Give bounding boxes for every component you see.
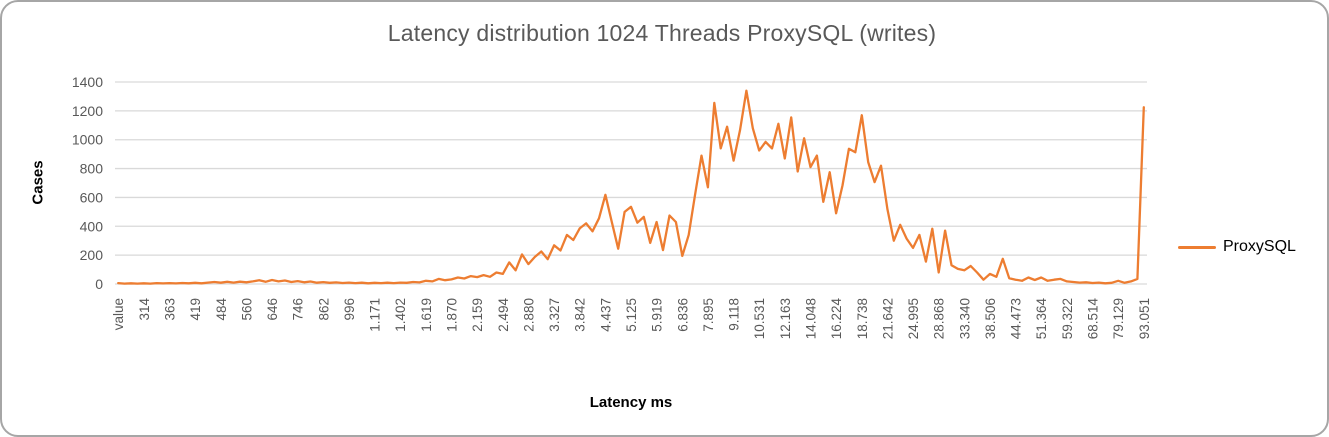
x-tick-label: 9.118 bbox=[727, 298, 742, 331]
x-tick-label: 38.506 bbox=[983, 298, 998, 339]
x-tick-label: 10.531 bbox=[752, 298, 767, 339]
x-tick-label: 16.224 bbox=[829, 298, 844, 340]
x-tick-label: 862 bbox=[316, 298, 331, 321]
x-tick-label: 7.895 bbox=[701, 298, 716, 332]
x-tick-label: 419 bbox=[188, 298, 203, 321]
legend: ProxySQL bbox=[1178, 238, 1296, 256]
y-tick-label: 0 bbox=[95, 276, 103, 292]
y-tick-label: 200 bbox=[80, 247, 104, 263]
x-tick-label: 1.402 bbox=[393, 298, 408, 332]
x-tick-label: 21.642 bbox=[880, 298, 895, 339]
x-tick-label: 12.163 bbox=[778, 298, 793, 339]
x-tick-label: 24.995 bbox=[906, 298, 921, 339]
x-tick-label: 2.880 bbox=[521, 298, 536, 332]
x-tick-label: 2.494 bbox=[496, 298, 511, 332]
x-tick-label: 59.322 bbox=[1060, 298, 1075, 339]
x-tick-label: 79.129 bbox=[1111, 298, 1126, 339]
x-tick-label: 5.125 bbox=[624, 298, 639, 332]
y-tick-label: 1400 bbox=[72, 74, 103, 90]
y-tick-label: 800 bbox=[80, 161, 104, 177]
x-tick-label: 4.437 bbox=[598, 298, 613, 332]
y-tick-label: 400 bbox=[80, 218, 104, 234]
x-tick-label: 996 bbox=[342, 298, 357, 321]
x-tick-label: 6.836 bbox=[675, 298, 690, 332]
x-tick-label: 746 bbox=[291, 298, 306, 321]
x-tick-label: 314 bbox=[137, 298, 152, 321]
x-tick-label: 28.868 bbox=[932, 298, 947, 339]
x-tick-label: 646 bbox=[265, 298, 280, 321]
x-tick-label: 1.171 bbox=[368, 298, 383, 332]
legend-line-swatch bbox=[1178, 245, 1216, 249]
x-tick-label: 1.870 bbox=[445, 298, 460, 332]
x-tick-label: 93.051 bbox=[1137, 298, 1152, 339]
x-tick-label: 51.364 bbox=[1034, 298, 1049, 340]
x-tick-label: 44.473 bbox=[1009, 298, 1024, 339]
y-tick-label: 1200 bbox=[72, 103, 103, 119]
x-tick-label: 484 bbox=[214, 298, 229, 321]
x-axis-title: Latency ms bbox=[589, 394, 673, 411]
x-tick-label: 560 bbox=[239, 298, 254, 321]
x-tick-label: 68.514 bbox=[1086, 298, 1101, 340]
x-tick-label: 3.842 bbox=[573, 298, 588, 332]
x-tick-label: 1.619 bbox=[419, 298, 434, 332]
proxysql-series-line bbox=[117, 89, 1145, 285]
legend-label: ProxySQL bbox=[1223, 238, 1296, 255]
x-tick-label: 14.048 bbox=[803, 298, 818, 339]
y-tick-label: 600 bbox=[80, 189, 104, 205]
x-tick-label: value bbox=[111, 298, 126, 330]
x-tick-label: 5.919 bbox=[650, 298, 665, 332]
x-tick-label: 18.738 bbox=[855, 298, 870, 339]
x-tick-label: 2.159 bbox=[470, 298, 485, 332]
x-tick-label: 363 bbox=[162, 298, 177, 321]
y-tick-label: 1000 bbox=[72, 132, 103, 148]
chart-title: Latency distribution 1024 Threads ProxyS… bbox=[387, 20, 937, 46]
x-tick-label: 33.340 bbox=[957, 298, 972, 339]
x-tick-label: 3.327 bbox=[547, 298, 562, 332]
